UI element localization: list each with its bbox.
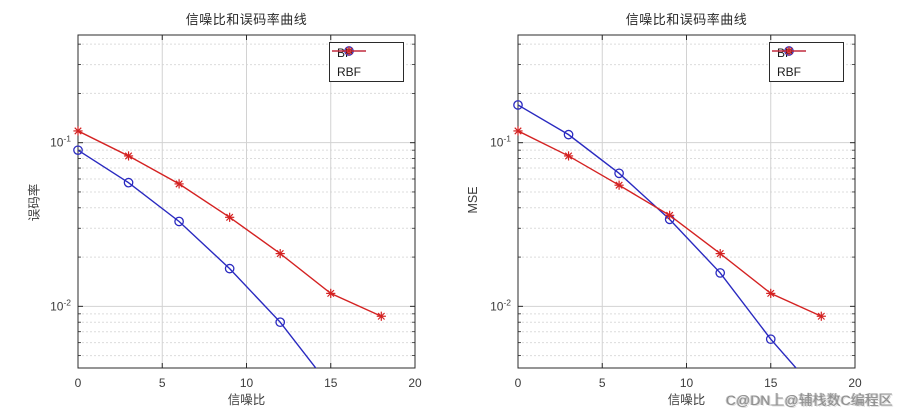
series-rbf (513, 126, 826, 321)
asterisk-marker-icon (332, 46, 366, 56)
legend-label: RBF (337, 64, 361, 79)
x-tick-label: 15 (324, 376, 338, 390)
x-tick-label: 20 (848, 376, 862, 390)
legend-entry: RBF (770, 46, 843, 81)
series-bp (513, 100, 797, 368)
plot-title: 信噪比和误码率曲线 (625, 12, 748, 27)
series-rbf-markers (73, 126, 386, 321)
legend: BP RBF (769, 42, 844, 82)
x-tick-label: 0 (75, 376, 82, 390)
plot-title: 信噪比和误码率曲线 (185, 12, 308, 27)
major-gridlines (78, 35, 415, 368)
series-bp-markers (73, 145, 286, 328)
asterisk-marker-icon (772, 46, 806, 56)
tick-marks (77, 35, 416, 368)
x-axis-label: 信噪比 (667, 393, 706, 407)
y-tick-label: 10-2 (50, 297, 71, 313)
y-tick-label: 10-2 (490, 297, 511, 313)
y-tick-label: 10-1 (490, 134, 511, 150)
series-bp-markers (513, 100, 776, 345)
x-tick-label: 0 (515, 376, 522, 390)
x-axis-label: 信噪比 (227, 393, 266, 407)
watermark: C@DN上@辅栈数C编程区 (726, 392, 893, 408)
left-plot: 信噪比和误码率曲线 误码率 信噪比 0 5 10 15 20 10-2 10-1 BP RBF (28, 12, 422, 407)
x-tick-label: 10 (680, 376, 694, 390)
x-tick-label: 5 (599, 376, 606, 390)
x-tick-label: 15 (764, 376, 778, 390)
major-gridlines (518, 35, 855, 368)
tick-marks (517, 35, 856, 368)
legend-label: RBF (777, 64, 801, 79)
right-plot: 信噪比和误码率曲线 MSE 信噪比 0 5 10 15 20 10-2 10-1 BP RBF (452, 0, 904, 415)
y-tick-label: 10-1 (50, 134, 71, 150)
plot-canvas: 0 5 10 15 20 10-2 10-1 (490, 34, 862, 390)
legend: BP RBF (329, 42, 404, 82)
x-tick-label: 5 (159, 376, 166, 390)
series-bp (73, 145, 317, 368)
plot-canvas: 0 5 10 15 20 10-2 10-1 (50, 34, 422, 390)
series-rbf-markers (513, 126, 826, 321)
x-tick-label: 10 (240, 376, 254, 390)
x-tick-label: 20 (408, 376, 422, 390)
legend-entry: RBF (330, 46, 403, 81)
series-rbf (73, 126, 386, 321)
